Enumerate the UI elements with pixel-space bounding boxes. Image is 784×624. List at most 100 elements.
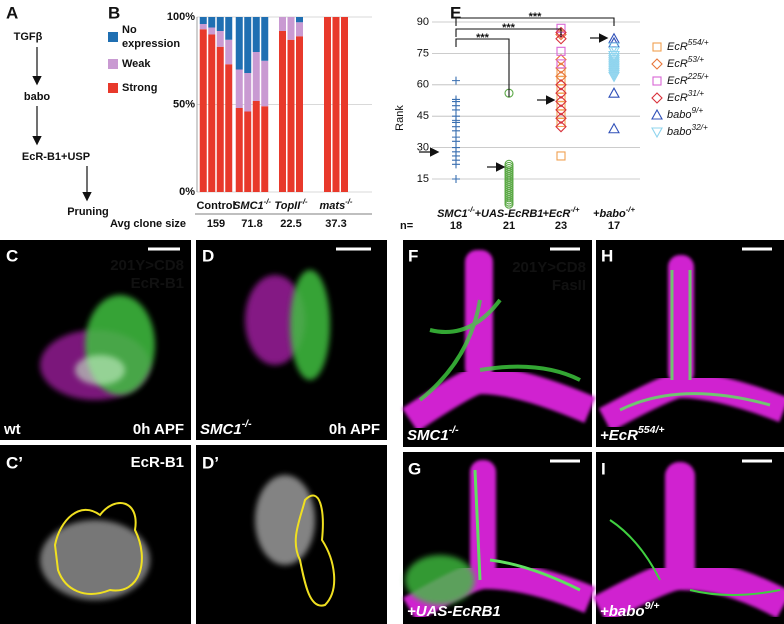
legend-sup: 32/+ xyxy=(691,123,707,132)
x-tick-label-sup: -/+ xyxy=(626,205,636,214)
point xyxy=(555,32,567,45)
bar-segment xyxy=(225,64,233,192)
panel-label: B xyxy=(108,3,120,22)
bar-segment xyxy=(216,31,224,47)
x-tick-label: +babo-/+ xyxy=(593,205,635,220)
bar-segment xyxy=(252,52,260,101)
legend-marker xyxy=(651,108,663,120)
legend-name: EcR xyxy=(667,41,688,53)
micrograph-d xyxy=(196,240,387,440)
micrograph-i xyxy=(592,452,784,624)
legend-label: No expression xyxy=(122,24,180,50)
point xyxy=(556,84,566,94)
bar-segment xyxy=(216,46,224,192)
x-tick-label-main: +UAS-EcRB1 xyxy=(475,208,544,220)
legend-swatch xyxy=(108,59,118,69)
legend-label: EcR53/+ xyxy=(667,55,704,70)
point xyxy=(556,109,566,119)
bar-segment xyxy=(208,34,216,192)
legend-sup: 9/+ xyxy=(691,106,703,115)
y-tick-label: 60 xyxy=(417,79,429,91)
point xyxy=(555,79,567,91)
genotype-labels: SMC1-/-SMC1-/- +EcR554/++UAS-EcRB1 +babo9/… xyxy=(200,418,665,620)
bar-segment xyxy=(235,108,243,192)
n-label: n= xyxy=(400,220,413,232)
bar-segment xyxy=(296,17,303,23)
point xyxy=(555,120,567,133)
panel-label: D’ xyxy=(202,453,219,472)
bar-segment xyxy=(244,17,252,73)
bar-segment xyxy=(225,39,233,65)
genotype-label-main: SMC1 xyxy=(407,427,449,444)
point xyxy=(555,95,567,108)
legend-name: babo xyxy=(667,109,691,121)
genotype-label-main: +UAS-EcRB1 xyxy=(407,603,501,620)
y-tick-label: 15 xyxy=(417,173,429,185)
y-tick-label: 0% xyxy=(179,186,195,198)
panel-label: I xyxy=(601,459,606,478)
time-label: 0h APF xyxy=(133,421,184,438)
legend-marker xyxy=(651,92,663,104)
x-tick-label: SMC1-/- xyxy=(437,205,475,220)
point xyxy=(555,112,567,125)
row-label: Avg clone size xyxy=(110,218,186,230)
legend-sup: 225/+ xyxy=(687,72,709,81)
bar-segment xyxy=(332,17,340,192)
point xyxy=(556,101,566,111)
genotype-label: wt xyxy=(3,421,21,438)
legend-swatch xyxy=(108,32,118,42)
genotype-label-main: SMC1 xyxy=(200,421,242,438)
legend-swatch xyxy=(108,83,118,93)
point xyxy=(608,122,620,134)
panel-label: A xyxy=(6,3,18,22)
legend-name: EcR xyxy=(667,75,688,87)
significance-bracket xyxy=(455,17,615,26)
legend-label: babo9/+ xyxy=(667,106,703,121)
bar-segment xyxy=(199,17,207,24)
avg-clone-size: 37.3 xyxy=(325,218,346,230)
y-tick-label: 90 xyxy=(417,16,429,28)
panel-label: F xyxy=(408,246,418,265)
bar-segment xyxy=(216,17,224,31)
panel-label: G xyxy=(408,459,421,478)
avg-clone-size: 71.8 xyxy=(241,218,262,230)
panel-label: D xyxy=(202,246,214,265)
bar-segment xyxy=(261,106,269,192)
x-tick-label-sup: -/- xyxy=(345,197,353,206)
stain-label: EcR-B1 xyxy=(131,454,184,471)
legend-name: EcR xyxy=(667,58,688,70)
legend-item: EcR31/+ xyxy=(651,89,704,104)
bar-segment xyxy=(261,17,269,61)
point xyxy=(608,71,620,83)
stain-label: EcR-B1 xyxy=(131,275,184,292)
micrograph-c-prime xyxy=(0,445,191,624)
bar-segment xyxy=(324,17,331,192)
stain-label: 201Y>CD8 xyxy=(110,257,184,274)
point xyxy=(555,62,567,74)
legend-item: babo9/+ xyxy=(651,106,703,121)
x-tick-label-main: TopII xyxy=(274,200,301,212)
x-tick-label-sup: -/+ xyxy=(570,205,580,214)
x-tick-label-main: +babo xyxy=(593,208,626,220)
point xyxy=(504,199,514,209)
legend-item: EcR225/+ xyxy=(652,72,709,87)
bar-segment xyxy=(341,17,348,192)
genotype-label: +EcR554/+ xyxy=(600,424,665,444)
bar-segment xyxy=(287,17,295,40)
genotype-label: +UAS-EcRB1 xyxy=(407,603,501,620)
micrograph-g xyxy=(402,452,596,624)
y-tick-label: 50% xyxy=(173,98,195,110)
x-tick-label-main: Control xyxy=(196,200,235,212)
genotype-label-sup: -/- xyxy=(449,424,459,436)
genotype-label: SMC1-/- xyxy=(200,418,252,438)
legend-sup: 31/+ xyxy=(688,89,704,98)
bar-segment xyxy=(261,60,269,107)
x-tick-label-sup: -/- xyxy=(264,197,272,206)
group-n: 18 xyxy=(450,220,462,232)
micrograph-f xyxy=(402,240,596,447)
x-tick-label-main: SMC1 xyxy=(233,200,264,212)
legend-name: EcR xyxy=(667,92,688,104)
scale-bars xyxy=(148,247,772,463)
bar-segment xyxy=(296,36,303,192)
point xyxy=(556,46,566,56)
